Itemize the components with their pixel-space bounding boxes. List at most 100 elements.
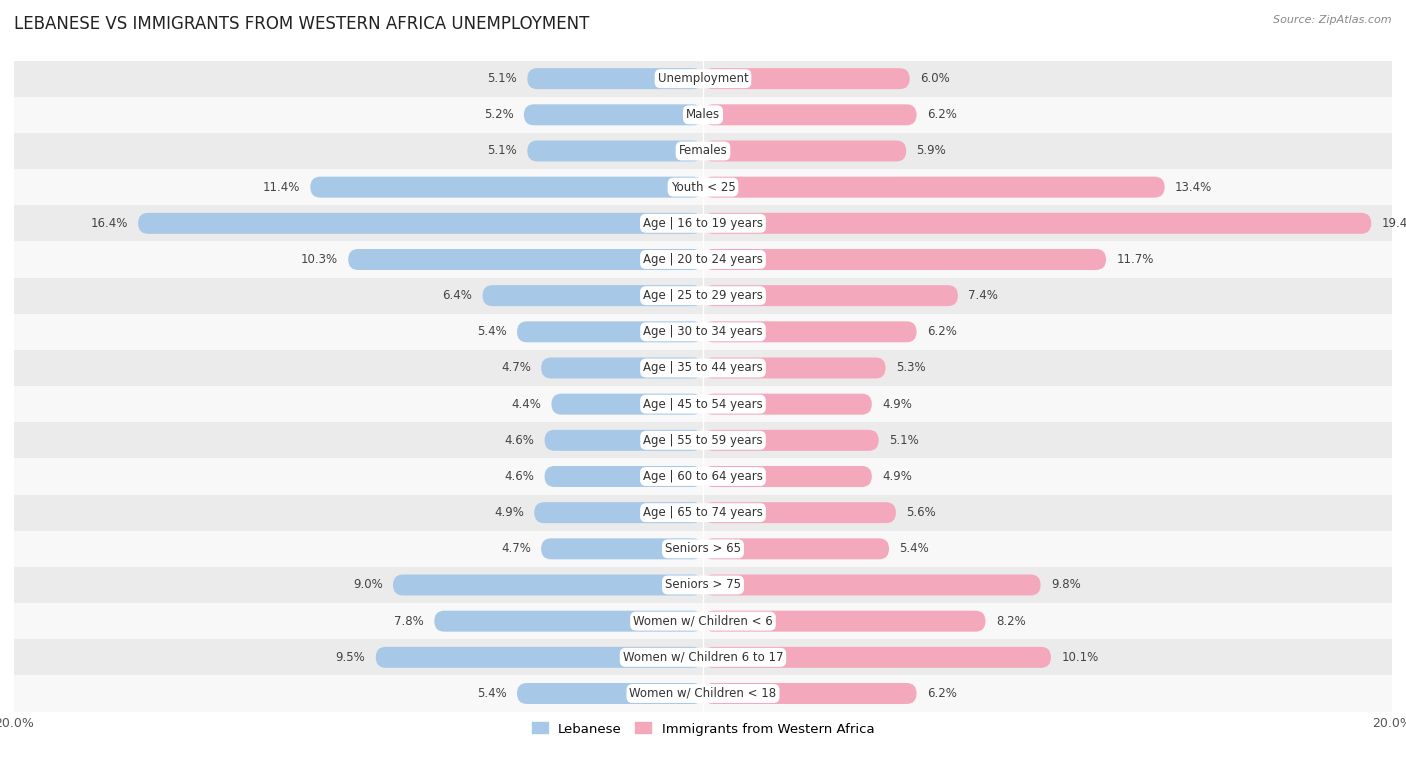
FancyBboxPatch shape: [544, 430, 703, 451]
Text: Age | 65 to 74 years: Age | 65 to 74 years: [643, 506, 763, 519]
Text: 5.9%: 5.9%: [917, 145, 946, 157]
FancyBboxPatch shape: [703, 68, 910, 89]
Bar: [14, 675, 1392, 712]
FancyBboxPatch shape: [551, 394, 703, 415]
FancyBboxPatch shape: [534, 502, 703, 523]
Text: Youth < 25: Youth < 25: [671, 181, 735, 194]
Text: 10.1%: 10.1%: [1062, 651, 1098, 664]
Text: 4.7%: 4.7%: [501, 362, 531, 375]
FancyBboxPatch shape: [527, 141, 703, 161]
FancyBboxPatch shape: [703, 575, 1040, 596]
FancyBboxPatch shape: [703, 249, 1107, 270]
Bar: [14, 494, 1392, 531]
Text: 5.4%: 5.4%: [477, 687, 506, 700]
Text: 5.1%: 5.1%: [889, 434, 918, 447]
Bar: [14, 169, 1392, 205]
Text: 7.8%: 7.8%: [394, 615, 425, 628]
Text: Males: Males: [686, 108, 720, 121]
FancyBboxPatch shape: [541, 357, 703, 378]
FancyBboxPatch shape: [703, 104, 917, 126]
FancyBboxPatch shape: [541, 538, 703, 559]
FancyBboxPatch shape: [482, 285, 703, 306]
FancyBboxPatch shape: [517, 321, 703, 342]
FancyBboxPatch shape: [703, 321, 917, 342]
Text: Unemployment: Unemployment: [658, 72, 748, 85]
Bar: [14, 97, 1392, 133]
FancyBboxPatch shape: [703, 683, 917, 704]
Bar: [14, 313, 1392, 350]
Text: 13.4%: 13.4%: [1175, 181, 1212, 194]
Text: 4.9%: 4.9%: [494, 506, 524, 519]
Bar: [14, 567, 1392, 603]
Text: Age | 30 to 34 years: Age | 30 to 34 years: [643, 326, 763, 338]
Text: 4.9%: 4.9%: [882, 470, 912, 483]
FancyBboxPatch shape: [703, 285, 957, 306]
Bar: [14, 459, 1392, 494]
Text: Age | 55 to 59 years: Age | 55 to 59 years: [643, 434, 763, 447]
Text: 5.1%: 5.1%: [488, 72, 517, 85]
Text: 5.4%: 5.4%: [900, 542, 929, 556]
Bar: [14, 386, 1392, 422]
FancyBboxPatch shape: [703, 466, 872, 487]
FancyBboxPatch shape: [375, 646, 703, 668]
Text: 19.4%: 19.4%: [1382, 217, 1406, 230]
Bar: [14, 133, 1392, 169]
Bar: [14, 278, 1392, 313]
Legend: Lebanese, Immigrants from Western Africa: Lebanese, Immigrants from Western Africa: [527, 717, 879, 741]
FancyBboxPatch shape: [703, 502, 896, 523]
Text: Age | 35 to 44 years: Age | 35 to 44 years: [643, 362, 763, 375]
Text: 16.4%: 16.4%: [90, 217, 128, 230]
Text: Age | 20 to 24 years: Age | 20 to 24 years: [643, 253, 763, 266]
Text: 8.2%: 8.2%: [995, 615, 1025, 628]
Text: Age | 45 to 54 years: Age | 45 to 54 years: [643, 397, 763, 410]
Text: 5.2%: 5.2%: [484, 108, 513, 121]
Bar: [14, 205, 1392, 241]
Text: LEBANESE VS IMMIGRANTS FROM WESTERN AFRICA UNEMPLOYMENT: LEBANESE VS IMMIGRANTS FROM WESTERN AFRI…: [14, 15, 589, 33]
Text: 9.0%: 9.0%: [353, 578, 382, 591]
FancyBboxPatch shape: [349, 249, 703, 270]
Bar: [14, 603, 1392, 639]
Text: 11.4%: 11.4%: [263, 181, 299, 194]
FancyBboxPatch shape: [703, 213, 1371, 234]
Bar: [14, 639, 1392, 675]
Text: Age | 16 to 19 years: Age | 16 to 19 years: [643, 217, 763, 230]
Text: 10.3%: 10.3%: [301, 253, 337, 266]
Text: 6.4%: 6.4%: [443, 289, 472, 302]
FancyBboxPatch shape: [434, 611, 703, 631]
FancyBboxPatch shape: [703, 646, 1050, 668]
Text: 5.1%: 5.1%: [488, 145, 517, 157]
Text: 11.7%: 11.7%: [1116, 253, 1154, 266]
Bar: [14, 531, 1392, 567]
Text: 9.5%: 9.5%: [336, 651, 366, 664]
Text: Females: Females: [679, 145, 727, 157]
Text: 6.2%: 6.2%: [927, 326, 956, 338]
FancyBboxPatch shape: [527, 68, 703, 89]
FancyBboxPatch shape: [703, 430, 879, 451]
Text: Age | 60 to 64 years: Age | 60 to 64 years: [643, 470, 763, 483]
Text: 4.4%: 4.4%: [512, 397, 541, 410]
FancyBboxPatch shape: [138, 213, 703, 234]
Text: 6.0%: 6.0%: [920, 72, 950, 85]
Text: 7.4%: 7.4%: [969, 289, 998, 302]
FancyBboxPatch shape: [311, 176, 703, 198]
Text: Seniors > 65: Seniors > 65: [665, 542, 741, 556]
Text: 4.9%: 4.9%: [882, 397, 912, 410]
Bar: [14, 422, 1392, 459]
Text: Age | 25 to 29 years: Age | 25 to 29 years: [643, 289, 763, 302]
Text: 9.8%: 9.8%: [1050, 578, 1081, 591]
Text: Women w/ Children < 18: Women w/ Children < 18: [630, 687, 776, 700]
FancyBboxPatch shape: [703, 394, 872, 415]
Text: 5.3%: 5.3%: [896, 362, 925, 375]
Text: Seniors > 75: Seniors > 75: [665, 578, 741, 591]
Text: 5.6%: 5.6%: [907, 506, 936, 519]
FancyBboxPatch shape: [517, 683, 703, 704]
Text: 4.6%: 4.6%: [505, 434, 534, 447]
Text: Women w/ Children < 6: Women w/ Children < 6: [633, 615, 773, 628]
Text: 6.2%: 6.2%: [927, 687, 956, 700]
Bar: [14, 61, 1392, 97]
Bar: [14, 350, 1392, 386]
FancyBboxPatch shape: [703, 538, 889, 559]
Text: 4.6%: 4.6%: [505, 470, 534, 483]
Bar: [14, 241, 1392, 278]
FancyBboxPatch shape: [524, 104, 703, 126]
